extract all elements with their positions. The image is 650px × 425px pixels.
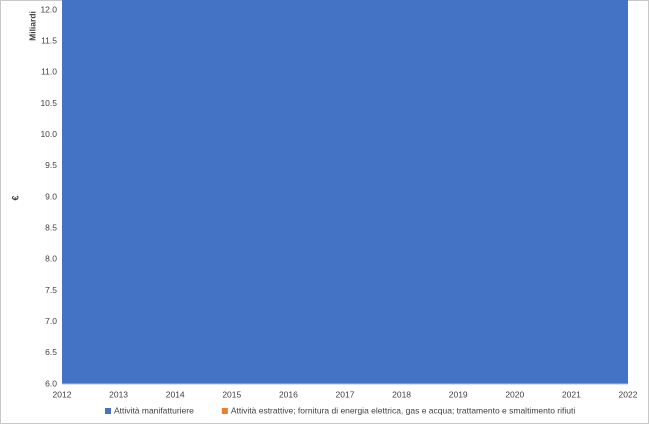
x-tick-label: 2013 (109, 389, 128, 399)
y-tick-label: 6.5 (45, 347, 57, 357)
legend-swatch (105, 408, 111, 414)
legend-swatch (221, 408, 228, 414)
area (62, 0, 628, 384)
x-tick-label: 2015 (222, 389, 241, 399)
y-tick-label: 8.5 (45, 222, 57, 232)
x-tick-label: 2022 (619, 389, 638, 399)
legend-label: Attività estrattive; fornitura di energi… (231, 405, 576, 415)
y-tick-label: 7.5 (45, 285, 57, 295)
x-tick-label: 2012 (53, 389, 72, 399)
y-tick-label: 10.5 (40, 98, 57, 108)
y-tick-label: 11.0 (41, 67, 57, 77)
legend-label: Attività manifatturiere (114, 405, 194, 415)
y-tick-label: 12.0 (40, 4, 57, 14)
y-unit-label: Miliardi (27, 11, 37, 41)
x-tick-label: 2021 (562, 389, 581, 399)
y-tick-label: 6.0 (45, 378, 57, 388)
y-tick-label: 7.0 (45, 316, 57, 326)
x-tick-label: 2014 (166, 389, 185, 399)
x-tick-label: 2019 (449, 389, 468, 399)
y-tick-label: 9.5 (45, 160, 57, 170)
y-tick-label: 8.0 (45, 254, 57, 264)
y-tick-label: 11.5 (41, 35, 57, 45)
y-tick-label: 9.0 (45, 191, 57, 201)
x-tick-label: 2018 (392, 389, 411, 399)
x-tick-label: 2017 (336, 389, 355, 399)
y-axis-label: € (10, 195, 20, 200)
x-tick-label: 2016 (279, 389, 298, 399)
x-tick-label: 2020 (505, 389, 524, 399)
y-tick-label: 10.0 (40, 129, 57, 139)
